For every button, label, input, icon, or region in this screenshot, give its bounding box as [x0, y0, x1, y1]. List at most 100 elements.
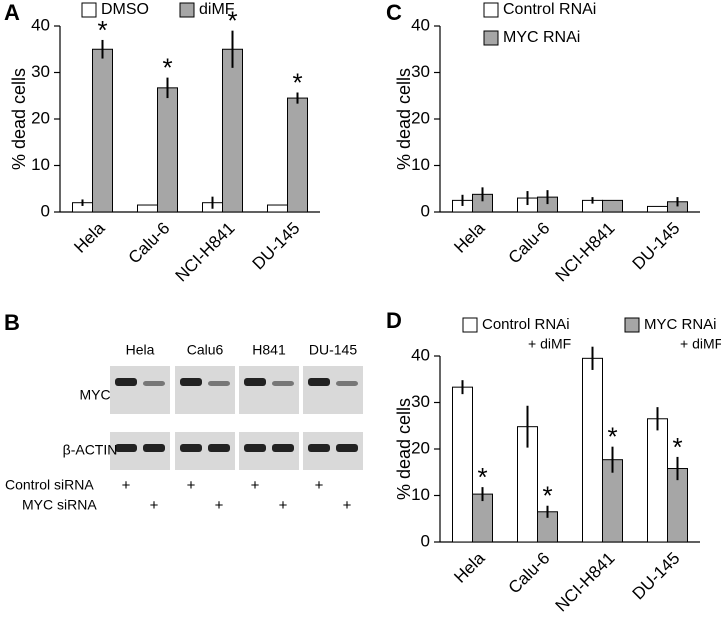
legend-label: Control RNAi: [503, 1, 596, 18]
condition-mark: +: [279, 497, 288, 514]
blot-strip: [303, 366, 363, 414]
blot-band: [272, 444, 294, 452]
y-tick-label: 10: [31, 155, 50, 174]
x-tick-label: DU-145: [249, 219, 304, 274]
bar: [157, 87, 178, 213]
condition-label: MYC siRNA: [22, 497, 97, 513]
x-tick-label: DU-145: [629, 549, 684, 604]
bar: [222, 48, 243, 213]
bar: [647, 205, 668, 213]
legend-label: + diMF: [528, 336, 571, 352]
bar: [287, 97, 308, 213]
legend-label: MYC RNAi: [503, 29, 580, 46]
x-tick-label: Hela: [70, 218, 109, 257]
x-tick-label: Calu-6: [505, 219, 554, 268]
bar: [92, 48, 113, 213]
lane-label: H841: [252, 342, 286, 358]
panel-letter: C: [386, 0, 402, 25]
y-tick-label: 10: [411, 155, 430, 174]
legend-label: diMF: [199, 1, 235, 18]
blot-band: [208, 381, 230, 386]
legend-swatch: [483, 2, 499, 18]
bar: [472, 493, 493, 543]
y-tick-label: 30: [411, 62, 430, 81]
condition-mark: +: [122, 477, 131, 494]
significance-mark: *: [162, 52, 172, 82]
y-tick-label: 20: [31, 108, 50, 127]
blot-strip: [175, 366, 235, 414]
condition-mark: +: [251, 477, 260, 494]
blot-band: [336, 444, 358, 452]
blot-band: [244, 378, 266, 386]
blot-band: [143, 381, 165, 386]
blot-band: [308, 444, 330, 452]
x-tick-label: NCI-H841: [552, 549, 619, 616]
blot-strip: [239, 366, 299, 414]
protein-label: β-ACTIN: [63, 442, 118, 458]
lane-label: DU-145: [309, 342, 357, 358]
y-tick-label: 0: [421, 201, 430, 220]
bar: [137, 204, 158, 213]
significance-mark: *: [542, 481, 552, 511]
blot-band: [272, 381, 294, 386]
panel-letter: D: [386, 308, 402, 333]
bar: [602, 199, 623, 213]
legend-swatch: [179, 2, 195, 18]
blot-band: [244, 444, 266, 452]
blot-strip: [110, 366, 170, 414]
blot-band: [143, 444, 165, 452]
legend-swatch: [624, 317, 640, 333]
significance-mark: *: [672, 432, 682, 462]
y-tick-label: 30: [411, 392, 430, 411]
legend-label: MYC RNAi: [644, 316, 717, 333]
panel-letter: B: [4, 310, 20, 335]
legend-label: DMSO: [101, 1, 149, 18]
blot-band: [115, 378, 137, 386]
significance-mark: *: [97, 15, 107, 45]
significance-mark: *: [227, 6, 237, 36]
significance-mark: *: [477, 462, 487, 492]
significance-mark: *: [607, 422, 617, 452]
y-tick-label: 20: [411, 108, 430, 127]
condition-mark: +: [215, 497, 224, 514]
y-axis-label: % dead cells: [394, 398, 414, 500]
x-tick-label: NCI-H841: [552, 219, 619, 286]
blot-band: [180, 378, 202, 386]
blot-band: [180, 444, 202, 452]
blot-band: [308, 378, 330, 386]
bar: [647, 418, 668, 543]
y-tick-label: 40: [411, 345, 430, 364]
panel-letter: A: [4, 0, 20, 25]
condition-mark: +: [343, 497, 352, 514]
blot-band: [336, 381, 358, 386]
blot-band: [208, 444, 230, 452]
y-axis-label: % dead cells: [394, 68, 414, 170]
protein-label: MYC: [79, 387, 110, 403]
x-tick-label: NCI-H841: [172, 219, 239, 286]
lane-label: Hela: [126, 342, 155, 358]
bar: [452, 386, 473, 543]
lane-label: Calu6: [187, 342, 224, 358]
legend-label: Control RNAi: [482, 316, 570, 333]
condition-mark: +: [187, 477, 196, 494]
y-tick-label: 40: [31, 15, 50, 34]
x-tick-label: Calu-6: [125, 219, 174, 268]
y-tick-label: 40: [411, 15, 430, 34]
y-tick-label: 20: [411, 438, 430, 457]
condition-mark: +: [150, 497, 159, 514]
legend-swatch: [462, 317, 478, 333]
y-tick-label: 0: [41, 201, 50, 220]
condition-mark: +: [315, 477, 324, 494]
y-axis-label: % dead cells: [9, 68, 29, 170]
legend-swatch: [81, 2, 97, 18]
x-tick-label: Calu-6: [505, 549, 554, 598]
x-tick-label: Hela: [450, 218, 489, 257]
x-tick-label: DU-145: [629, 219, 684, 274]
y-tick-label: 0: [421, 531, 430, 550]
x-tick-label: Hela: [450, 548, 489, 587]
significance-mark: *: [292, 67, 302, 97]
bar: [267, 204, 288, 213]
condition-label: Control siRNA: [5, 477, 94, 493]
